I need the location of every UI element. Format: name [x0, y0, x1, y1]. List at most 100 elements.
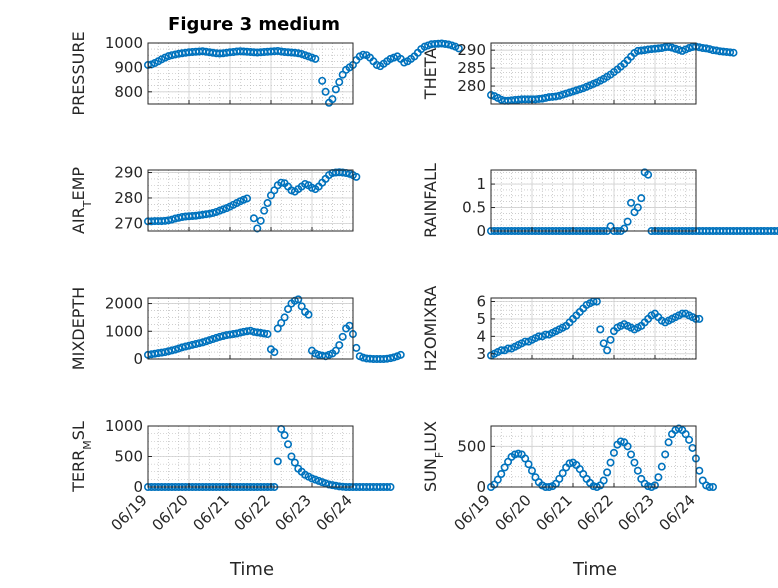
data-point [493, 475, 502, 484]
x-tick-label: 06/20 [149, 491, 192, 534]
data-point [606, 458, 615, 467]
x-axis-label-left: Time [229, 559, 274, 580]
y-tick-label: 0.5 [462, 199, 486, 217]
data-point [633, 203, 642, 212]
subplot-mixdepth: 0 1000 2000 MIXDEPTH [69, 287, 405, 370]
y-tick-label: 1000 [105, 34, 143, 52]
data-point [664, 42, 673, 51]
data-point [290, 458, 299, 467]
axes-frame [490, 297, 697, 360]
data-point [294, 295, 303, 304]
y-tick-label: 0 [476, 222, 486, 240]
data-point [359, 50, 368, 59]
data-point [664, 438, 673, 447]
data-point [444, 40, 453, 49]
y-axis-label: SUNFLUX [421, 421, 446, 492]
data-point [599, 339, 608, 348]
y-tick-label: 1000 [105, 417, 143, 435]
y-tick-label: 290 [457, 41, 486, 59]
y-axis-label: AIRTEMP [69, 167, 94, 234]
data-point [270, 348, 279, 357]
data-point [318, 76, 327, 85]
data-point [620, 224, 629, 233]
data-point [541, 330, 550, 339]
data-point [260, 329, 269, 338]
y-tick-label: 2000 [105, 295, 143, 313]
data-point [287, 452, 296, 461]
axes-frame [147, 42, 354, 105]
data-point [630, 458, 639, 467]
x-axis-label-right: Time [572, 559, 617, 580]
data-point [277, 178, 286, 187]
y-axis-label: THETA [421, 48, 440, 100]
data-point [527, 466, 536, 475]
data-point [616, 437, 625, 446]
data-point [551, 92, 560, 101]
data-point [668, 43, 677, 52]
data-point [671, 44, 680, 53]
data-point [167, 346, 176, 355]
data-point [164, 52, 173, 61]
data-point [331, 85, 340, 94]
data-point [205, 336, 214, 345]
x-tick-label: 06/24 [313, 491, 356, 534]
data-point [256, 216, 265, 225]
data-point [497, 469, 506, 478]
data-point [627, 450, 636, 459]
y-axis-label: MIXDEPTH [69, 287, 88, 370]
data-point [454, 44, 463, 53]
data-point [198, 338, 207, 347]
y-tick-label: 1 [476, 175, 486, 193]
data-point [726, 48, 735, 57]
data-point [627, 198, 636, 207]
data-point [331, 346, 340, 355]
data-point [335, 78, 344, 87]
x-tick-label: 06/21 [533, 491, 576, 534]
data-point [284, 440, 293, 449]
data-point [171, 345, 180, 354]
data-point [565, 88, 574, 97]
y-tick-label: 280 [114, 189, 143, 207]
data-point [205, 209, 214, 218]
data-point [514, 449, 523, 458]
data-point [524, 460, 533, 469]
data-point [383, 482, 392, 491]
data-point [606, 335, 615, 344]
data-point [623, 217, 632, 226]
data-point [644, 170, 653, 179]
data-point [504, 344, 513, 353]
data-point [568, 87, 577, 96]
x-tick-label: 06/19 [108, 491, 151, 534]
data-point [396, 350, 405, 359]
x-tick-label: 06/22 [574, 491, 617, 534]
data-point [277, 318, 286, 327]
y-tick-label: 0 [133, 478, 143, 496]
data-point [273, 324, 282, 333]
y-axis-label: PRESSURE [69, 31, 88, 115]
axes-frame [147, 169, 354, 232]
data-point [260, 206, 269, 215]
y-tick-label: 290 [114, 164, 143, 182]
data-point [321, 87, 330, 96]
data-point [637, 194, 646, 203]
y-tick-label: 280 [457, 77, 486, 95]
data-point [335, 341, 344, 350]
data-point [386, 482, 395, 491]
data-point [263, 199, 272, 208]
data-point [386, 354, 395, 363]
data-point [389, 353, 398, 362]
data-point [280, 431, 289, 440]
y-tick-label: 0 [133, 350, 143, 368]
data-point [558, 469, 567, 478]
data-point [558, 90, 567, 99]
y-tick-label: 5 [476, 310, 486, 328]
axes-frame [490, 425, 697, 488]
y-tick-label: 285 [457, 59, 486, 77]
data-point [284, 305, 293, 314]
data-point [164, 216, 173, 225]
y-tick-label: 270 [114, 214, 143, 232]
